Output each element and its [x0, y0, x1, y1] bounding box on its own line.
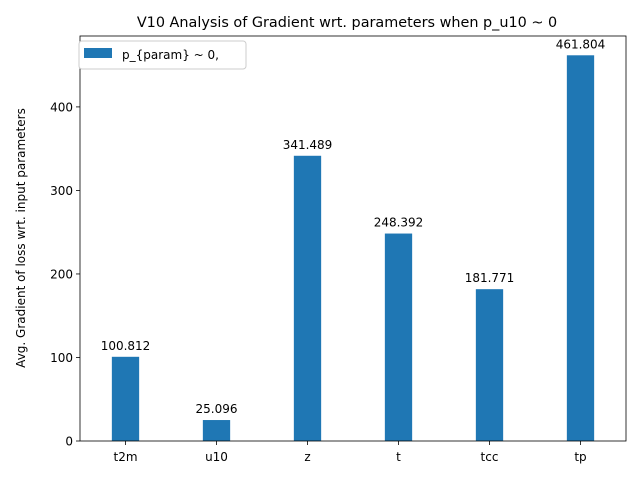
bar-tp — [566, 55, 595, 441]
data-label-z: 341.489 — [283, 138, 333, 152]
bar-t — [384, 233, 413, 441]
data-label-tp: 461.804 — [556, 37, 606, 51]
data-label-u10: 25.096 — [196, 402, 238, 416]
y-tick-label-0: 0 — [65, 435, 73, 449]
y-tick-label-200: 200 — [50, 267, 73, 281]
axes-frame — [79, 35, 627, 442]
bar-t2m — [111, 356, 140, 441]
bar-tcc — [475, 289, 504, 441]
chart-title: V10 Analysis of Gradient wrt. parameters… — [137, 15, 557, 31]
data-label-t2m: 100.812 — [101, 339, 151, 353]
x-tick-label-tp: tp — [574, 450, 586, 464]
y-axis-label: Avg. Gradient of loss wrt. input paramet… — [14, 108, 28, 368]
legend-swatch — [84, 48, 112, 58]
y-tick-label-100: 100 — [50, 351, 73, 365]
bar-u10 — [202, 420, 231, 441]
x-tick-label-tcc: tcc — [481, 450, 499, 464]
data-label-t: 248.392 — [374, 216, 424, 230]
x-tick-label-z: z — [304, 450, 310, 464]
legend-box — [78, 40, 247, 70]
data-label-tcc: 181.771 — [465, 271, 515, 285]
plot-area: 100.812 25.096 341.489 248.392 181.771 461.80… — [50, 35, 627, 464]
x-tick-label-t2m: t2m — [113, 450, 137, 464]
y-tick-label-400: 400 — [50, 100, 73, 114]
x-tick-label-t: t — [396, 450, 401, 464]
bar-z — [293, 155, 322, 441]
y-tick-label-300: 300 — [50, 184, 73, 198]
x-tick-label-u10: u10 — [205, 450, 228, 464]
legend-label: p_{param} ~ 0, — [122, 48, 219, 62]
